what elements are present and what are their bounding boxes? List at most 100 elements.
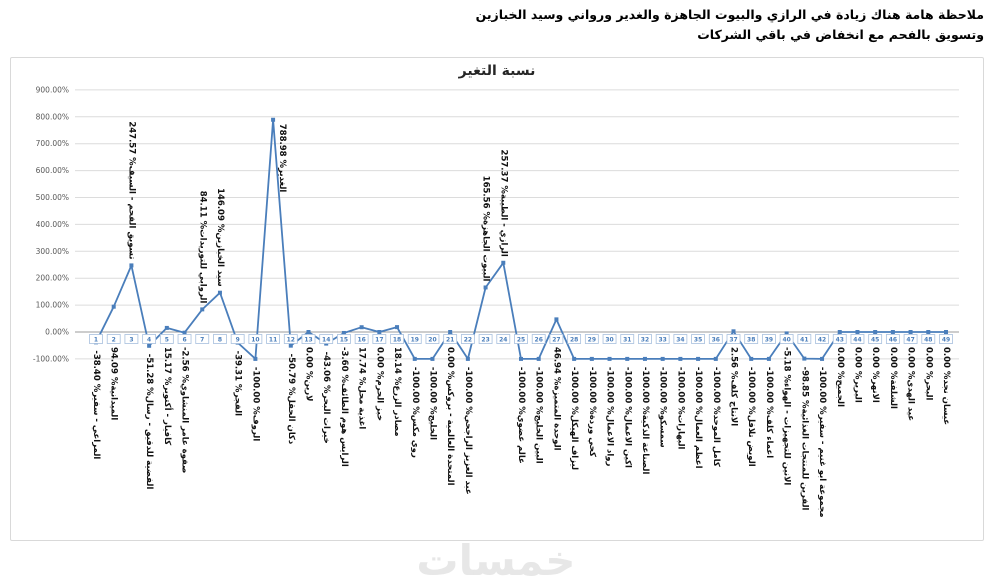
svg-text:-2.56 %صفوة عامر المنشاوي: -2.56 %صفوة عامر المنشاوي [180, 347, 190, 473]
svg-text:45: 45 [871, 337, 879, 344]
svg-text:-100.00%: -100.00% [33, 354, 69, 363]
svg-text:-100.00 %الروف: -100.00 %الروف [250, 367, 260, 441]
svg-text:29: 29 [588, 337, 596, 344]
svg-text:0.00 %عيد الهدى: 0.00 %عيد الهدى [906, 347, 916, 421]
svg-text:36: 36 [712, 337, 720, 344]
svg-text:100.00%: 100.00% [36, 301, 69, 310]
svg-text:-5.18 %الانين للتجهيزات - الهو: -5.18 %الانين للتجهيزات - الهواء [782, 347, 792, 485]
svg-text:900.00%: 900.00% [36, 85, 69, 94]
svg-text:37: 37 [729, 337, 737, 344]
svg-text:-3.60 %الرايس هوم الطائف: -3.60 %الرايس هوم الطائف [339, 347, 349, 467]
svg-text:0.00%: 0.00% [45, 328, 69, 337]
svg-text:-100.00 %ليزاف الهيكل: -100.00 %ليزاف الهيكل [569, 367, 579, 470]
svg-text:28: 28 [570, 337, 578, 344]
svg-text:30: 30 [605, 337, 613, 344]
svg-text:6: 6 [182, 337, 186, 344]
chart-area: نسبة التغير -100.00% 0.00% 100.00% 200.00% 3… [10, 57, 984, 541]
svg-text:44: 44 [853, 337, 861, 344]
svg-text:47: 47 [906, 337, 914, 344]
svg-text:-100.00 %الويض تلافل: -100.00 %الويض تلافل [746, 367, 756, 467]
svg-text:-100.00 %سمسكو: -100.00 %سمسكو [658, 367, 668, 448]
svg-text:23: 23 [481, 337, 489, 344]
svg-text:8: 8 [218, 337, 222, 344]
svg-text:-39.31 %الفجر: -39.31 %الفجر [233, 351, 243, 417]
svg-text:-100.00 %البهارات: -100.00 %البهارات [675, 367, 685, 450]
svg-text:34: 34 [676, 337, 684, 344]
svg-text:24: 24 [499, 337, 507, 344]
svg-text:-100.00 %مجموعة ابو غنيم - سفي: -100.00 %مجموعة ابو غنيم - سفير [817, 367, 827, 518]
svg-text:15: 15 [340, 337, 348, 344]
svg-text:788.98 %الغدير: 788.98 %الغدير [277, 124, 287, 193]
svg-text:0.00 %الانهر: 0.00 %الانهر [870, 347, 880, 403]
svg-text:247.57 %تسويق الفحم - السيف: 247.57 %تسويق الفحم - السيف [126, 121, 136, 259]
svg-text:46: 46 [889, 337, 897, 344]
svg-text:0.00 %البرير: 0.00 %البرير [852, 347, 862, 403]
svg-text:42: 42 [818, 337, 826, 344]
svg-text:1: 1 [94, 337, 98, 344]
svg-text:700.00%: 700.00% [36, 139, 69, 148]
svg-text:-100.00 %كحي وردة: -100.00 %كحي وردة [587, 367, 597, 457]
svg-text:200.00%: 200.00% [36, 274, 69, 283]
svg-text:26: 26 [535, 337, 543, 344]
svg-text:21: 21 [446, 337, 454, 344]
svg-text:9: 9 [236, 337, 240, 344]
svg-text:-100.00 %رواد الاعمال: -100.00 %رواد الاعمال [605, 367, 615, 467]
svg-text:-98.85 %الفرين للمنتجات الغذائ: -98.85 %الفرين للمنتجات الغذائية [799, 367, 809, 511]
chart-title: نسبة التغير [458, 63, 536, 79]
svg-text:19: 19 [411, 337, 419, 344]
svg-text:20: 20 [428, 337, 436, 344]
gridlines [75, 89, 959, 360]
svg-text:49: 49 [942, 337, 950, 344]
svg-text:48: 48 [924, 337, 932, 344]
svg-text:10: 10 [251, 337, 259, 344]
svg-text:38: 38 [747, 337, 755, 344]
svg-text:43: 43 [836, 337, 844, 344]
svg-text:5: 5 [165, 337, 169, 344]
svg-text:33: 33 [658, 337, 666, 344]
svg-text:40: 40 [782, 337, 790, 344]
svg-text:46.94 %الوحدة المتميزة: 46.94 %الوحدة المتميزة [551, 347, 561, 451]
important-note-text: ملاحظة هامة هناك زيادة في الرازي والبيوت… [475, 7, 984, 42]
svg-text:39: 39 [765, 337, 773, 344]
svg-text:-100.00 %البين الخليج: -100.00 %البين الخليج [534, 367, 544, 464]
svg-text:-100.00 %اعظم العمال: -100.00 %اعظم العمال [693, 367, 703, 469]
svg-text:11: 11 [269, 337, 277, 344]
svg-text:257.37 %الرازي - الطيبة: 257.37 %الرازي - الطيبة [498, 150, 508, 257]
svg-text:-100.00 %عبد العزيز الراجحي: -100.00 %عبد العزيز الراجحي [463, 367, 473, 495]
svg-text:0.00 %خبز الحرم: 0.00 %خبز الحرم [374, 347, 384, 421]
svg-text:-100.00 %عالم عضوي: -100.00 %عالم عضوي [516, 367, 526, 464]
svg-text:16: 16 [357, 337, 365, 344]
svg-text:2: 2 [112, 337, 116, 344]
svg-text:-50.79 %دكان الحقل: -50.79 %دكان الحقل [286, 354, 296, 445]
svg-text:400.00%: 400.00% [36, 220, 69, 229]
svg-text:25: 25 [517, 337, 525, 344]
svg-text:-51.28 %الفضية للدقيق - رسال: -51.28 %الفضية للدقيق - رسال [144, 354, 154, 490]
svg-text:-100.00 %الخليج: -100.00 %الخليج [427, 367, 437, 440]
svg-text:27: 27 [552, 337, 560, 344]
svg-text:94.09 %الميدانية: 94.09 %الميدانية [109, 347, 119, 420]
y-axis-tick-labels: -100.00% 0.00% 100.00% 200.00% 300.00% 400.00… [33, 85, 69, 363]
svg-text:32: 32 [641, 337, 649, 344]
svg-text:300.00%: 300.00% [36, 247, 69, 256]
svg-text:-100.00 %روي مكس: -100.00 %روي مكس [410, 367, 420, 458]
svg-text:146.09 %سيد الخبازين: 146.09 %سيد الخبازين [215, 188, 225, 287]
svg-text:0.00 %عيسان نجد: 0.00 %عيسان نجد [941, 347, 951, 425]
svg-text:13: 13 [304, 337, 312, 344]
svg-text:165.56 %البيوت الجاهزة: 165.56 %البيوت الجاهزة [481, 176, 491, 282]
svg-text:84.11 %الروابي للتوريدات: 84.11 %الروابي للتوريدات [197, 191, 207, 304]
svg-text:17.74 %اغذية محل: 17.74 %اغذية محل [357, 347, 367, 429]
svg-text:3: 3 [129, 337, 133, 344]
svg-text:0.00 %الجميح: 0.00 %الجميح [835, 347, 845, 407]
svg-text:41: 41 [800, 337, 808, 344]
svg-text:-100.00 %الصناعة الذكية: -100.00 %الصناعة الذكية [640, 367, 650, 475]
svg-text:2.56 %الانتاج كلف: 2.56 %الانتاج كلف [729, 347, 739, 426]
svg-text:14: 14 [322, 337, 330, 344]
svg-text:600.00%: 600.00% [36, 166, 69, 175]
svg-text:-38.40 %المراعي - سفير: -38.40 %المراعي - سفير [91, 350, 101, 459]
svg-text:12: 12 [287, 337, 295, 344]
svg-text:7: 7 [200, 337, 204, 344]
svg-text:800.00%: 800.00% [36, 112, 69, 121]
category-number-labels: 1 2 3 4 5 6 7 8 9 10 11 12 13 14 15 16 17 18 19 20 21 22 23 24 2… [89, 334, 953, 344]
svg-text:0.00 %البحر: 0.00 %البحر [923, 347, 933, 401]
